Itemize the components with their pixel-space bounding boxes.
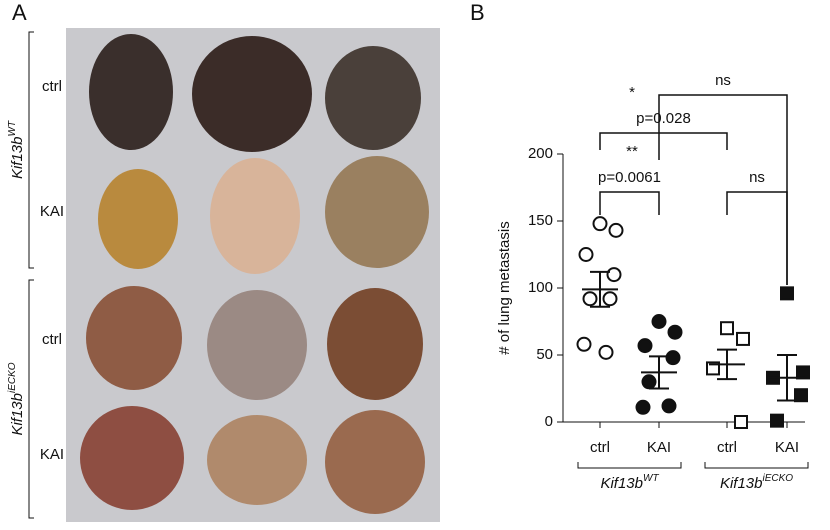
sig-label: ns [715, 72, 731, 89]
point [794, 388, 808, 403]
point [667, 324, 683, 340]
sem-bar [649, 355, 669, 390]
group-label-base: Kif13b [600, 475, 643, 492]
point [608, 222, 624, 238]
group-underline [577, 462, 682, 469]
point [706, 361, 720, 376]
group-label: Kif13biECKO [7, 362, 26, 435]
point [635, 399, 651, 415]
point [665, 350, 681, 366]
panel-label: B [470, 0, 485, 25]
point [602, 291, 618, 307]
sig-label: p=0.0061 [598, 169, 661, 186]
point [598, 344, 614, 360]
group-label: Kif13biECKO [720, 473, 793, 492]
point [796, 365, 810, 380]
group-label-base: Kif13b [9, 137, 26, 180]
point [736, 331, 750, 346]
sig-label: ** [626, 143, 638, 160]
sig-bracket [726, 191, 788, 285]
group-underline [704, 462, 809, 469]
group-label-sup: iECKO [762, 473, 793, 484]
group-label-sup: iECKO [7, 362, 18, 393]
point [576, 336, 592, 352]
sem-bar [717, 348, 737, 381]
point [592, 216, 608, 232]
x-tick-label: KAI [647, 439, 671, 456]
group-bracket [28, 31, 34, 269]
group-label-base: Kif13b [9, 393, 26, 436]
x-tick-label: ctrl [590, 439, 610, 456]
sig-label: ns [749, 169, 765, 186]
y-tick-label: 100 [528, 279, 553, 296]
y-tick-label: 50 [536, 346, 553, 363]
point [606, 267, 622, 283]
point [770, 413, 784, 428]
row-label: KAI [40, 446, 64, 463]
sig-bracket [599, 191, 660, 215]
group-label-sup: WT [643, 473, 659, 484]
panel-label: A [12, 0, 27, 25]
group-label-base: Kif13b [720, 475, 763, 492]
point [641, 374, 657, 390]
point [651, 314, 667, 329]
point [661, 398, 677, 414]
x-tick-label: ctrl [717, 439, 737, 456]
sem-bar [590, 270, 610, 308]
point [578, 247, 594, 262]
sig-bracket [658, 94, 788, 285]
row-label: ctrl [42, 331, 62, 348]
sig-bracket [599, 132, 728, 150]
group-bracket [28, 279, 34, 519]
sem-bar [777, 354, 797, 402]
row-label: ctrl [42, 78, 62, 95]
point [720, 321, 734, 336]
lungs [80, 34, 429, 514]
point [637, 338, 653, 354]
row-label: KAI [40, 203, 64, 220]
sig-label: p=0.028 [636, 110, 691, 127]
group-label: Kif13bWT [7, 120, 26, 179]
group-label-sup: WT [7, 120, 18, 136]
y-tick-label: 0 [545, 413, 553, 430]
group-label: Kif13bWT [600, 473, 659, 492]
point [780, 286, 794, 301]
x-tick-label: KAI [775, 439, 799, 456]
y-axis-label: # of lung metastasis [496, 221, 513, 354]
sig-label: * [629, 84, 635, 101]
point [734, 415, 748, 429]
y-tick-label: 150 [528, 212, 553, 229]
y-tick-label: 200 [528, 145, 553, 162]
point [582, 291, 598, 307]
